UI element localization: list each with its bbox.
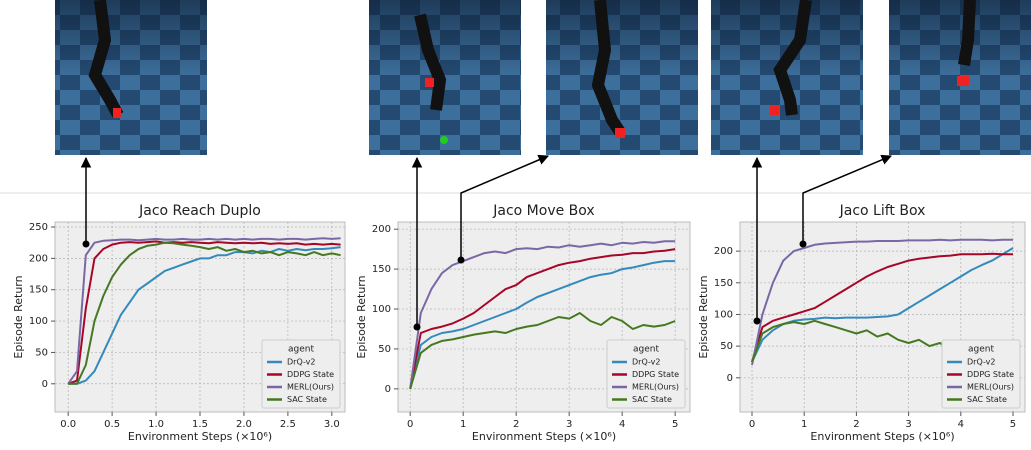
chart-title: Jaco Reach Duplo <box>138 203 261 219</box>
chart-title: Jaco Move Box <box>492 203 594 219</box>
y-tick-label: 100 <box>372 304 391 315</box>
y-tick-label: 200 <box>29 253 48 264</box>
legend: agent DrQ-v2 DDPG State MERL(Ours) SAC State <box>942 340 1020 408</box>
y-tick-label: 50 <box>720 341 733 352</box>
y-axis-label: Episode Return <box>355 275 368 358</box>
y-tick-label: 50 <box>35 347 48 358</box>
x-tick-label: 1.5 <box>192 419 208 430</box>
y-tick-label: 150 <box>714 278 733 289</box>
legend-label: MERL(Ours) <box>967 383 1014 392</box>
x-tick-label: 2 <box>513 419 519 430</box>
x-tick-label: 5 <box>1010 419 1016 430</box>
y-tick-label: 0 <box>385 384 391 395</box>
x-tick-label: 2 <box>853 419 859 430</box>
x-tick-label: 4 <box>619 419 625 430</box>
legend-label: DrQ-v2 <box>287 358 315 367</box>
x-tick-label: 2.0 <box>236 419 252 430</box>
subplot: Jaco Move Box 0 50 100 150 200 0 1 2 3 4 5 Environme… <box>355 203 690 443</box>
subplot: Jaco Reach Duplo 0 50 100 150 200 250 0.0 0.5 1.0… <box>12 203 345 443</box>
thumbnail <box>711 0 863 155</box>
legend-label: DDPG State <box>287 370 334 379</box>
legend-title: agent <box>288 345 314 355</box>
y-tick-label: 250 <box>29 222 48 233</box>
x-tick-label: 0.0 <box>60 419 76 430</box>
x-tick-label: 0.5 <box>104 419 120 430</box>
y-tick-label: 200 <box>372 224 391 235</box>
x-axis-label: Environment Steps (×10⁶) <box>128 430 272 443</box>
legend-label: MERL(Ours) <box>632 383 679 392</box>
x-tick-label: 1 <box>460 419 466 430</box>
x-tick-label: 0 <box>407 419 413 430</box>
chart-title: Jaco Lift Box <box>839 203 926 219</box>
thumbnail <box>546 0 698 155</box>
legend-label: DrQ-v2 <box>632 358 660 367</box>
y-tick-label: 50 <box>378 344 391 355</box>
x-tick-label: 5 <box>672 419 678 430</box>
y-tick-label: 0 <box>42 379 48 390</box>
legend: agent DrQ-v2 DDPG State MERL(Ours) SAC State <box>607 340 685 408</box>
legend-label: DrQ-v2 <box>967 358 995 367</box>
legend-label: DDPG State <box>967 370 1014 379</box>
subplot: Jaco Lift Box 0 50 100 150 200 0 1 2 3 4 5 Environme… <box>697 203 1025 443</box>
x-tick-label: 3 <box>566 419 572 430</box>
y-tick-label: 200 <box>714 246 733 257</box>
legend-title: agent <box>968 345 994 355</box>
x-tick-label: 2.5 <box>280 419 296 430</box>
y-tick-label: 150 <box>29 285 48 296</box>
x-tick-label: 4 <box>958 419 964 430</box>
x-tick-label: 1 <box>801 419 807 430</box>
y-axis-label: Episode Return <box>697 275 710 358</box>
y-tick-label: 100 <box>29 316 48 327</box>
thumbnail <box>369 0 521 155</box>
x-tick-label: 3 <box>905 419 911 430</box>
legend-label: MERL(Ours) <box>287 383 334 392</box>
x-tick-label: 1.0 <box>148 419 164 430</box>
legend-label: DDPG State <box>632 370 679 379</box>
x-axis-label: Environment Steps (×10⁶) <box>472 430 616 443</box>
legend-label: SAC State <box>632 395 672 404</box>
y-tick-label: 100 <box>714 309 733 320</box>
y-tick-label: 150 <box>372 264 391 275</box>
y-tick-label: 0 <box>727 373 733 384</box>
figure: Jaco Reach Duplo0501001502002500.00.51.0… <box>0 0 1031 446</box>
x-tick-label: 0 <box>749 419 755 430</box>
y-axis-label: Episode Return <box>12 275 25 358</box>
thumbnails <box>55 0 1031 155</box>
legend: agent DrQ-v2 DDPG State MERL(Ours) SAC State <box>262 340 340 408</box>
thumbnail <box>889 0 1031 155</box>
legend-title: agent <box>633 345 659 355</box>
thumbnail <box>55 0 207 155</box>
x-axis-label: Environment Steps (×10⁶) <box>810 430 954 443</box>
legend-label: SAC State <box>967 395 1007 404</box>
legend-label: SAC State <box>287 395 327 404</box>
x-tick-label: 3.0 <box>324 419 340 430</box>
